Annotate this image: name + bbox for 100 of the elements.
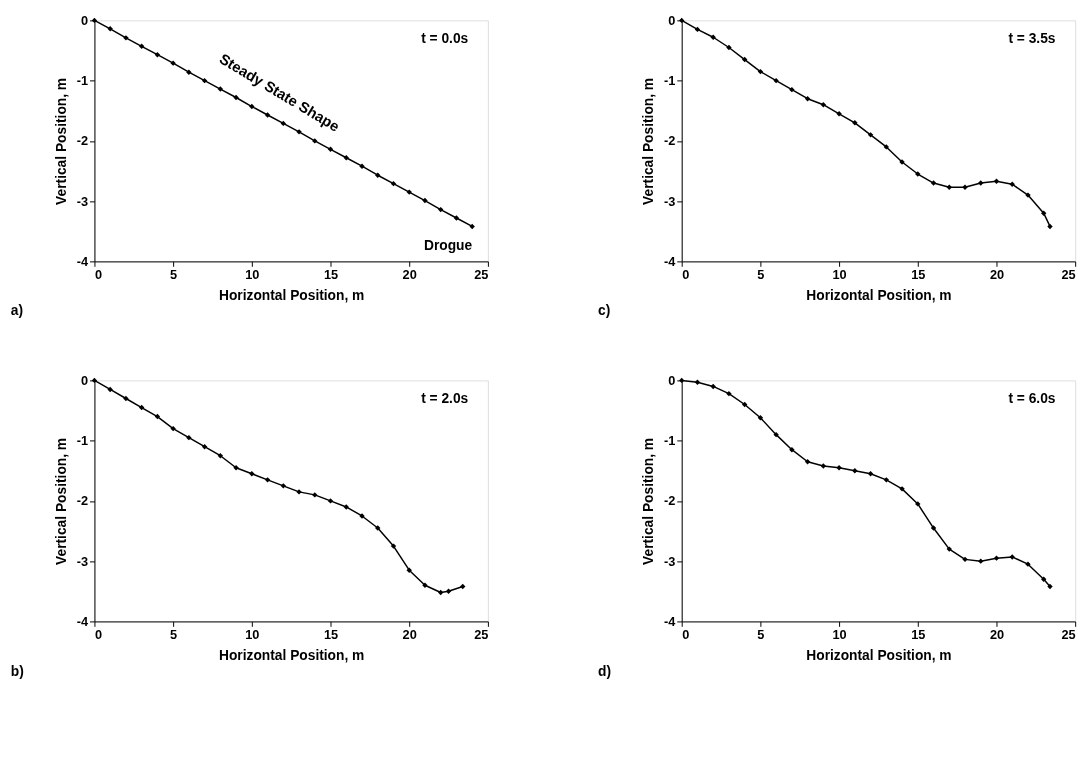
point: [327, 498, 334, 504]
point: [249, 471, 255, 477]
x-tick-label: 25: [1061, 626, 1076, 642]
point: [789, 447, 795, 453]
x-axis-title: Horizontal Position, m: [806, 288, 952, 304]
y-tick-label: 0: [80, 12, 89, 28]
point: [946, 546, 952, 552]
point: [883, 144, 889, 150]
point: [233, 94, 239, 101]
x-tick-label: 5: [170, 626, 178, 642]
y-tick-label: -3: [663, 553, 676, 569]
point: [453, 215, 460, 221]
point: [469, 223, 475, 230]
point: [422, 582, 428, 588]
y-tick-label: 0: [668, 372, 676, 388]
x-tick-label: 25: [1061, 266, 1076, 282]
point: [773, 77, 779, 84]
x-tick-label: 5: [170, 266, 178, 282]
y-tick-label: -1: [663, 433, 676, 449]
x-tick-label: 20: [402, 266, 417, 282]
x-axis-title: Horizontal Position, m: [806, 648, 952, 664]
y-tick-label: -1: [76, 73, 89, 89]
point: [1041, 210, 1047, 216]
text: c): [598, 303, 611, 319]
point: [930, 180, 937, 186]
y-tick-label: -2: [76, 133, 89, 149]
point: [1047, 223, 1053, 230]
text: d): [598, 663, 612, 679]
x-tick-label: 0: [94, 266, 103, 282]
y-axis-title: Vertical Position, m: [53, 437, 69, 565]
x-tick-label: 0: [682, 266, 690, 282]
x-tick-label: 15: [323, 626, 339, 642]
y-tick-label: -1: [76, 433, 89, 449]
annotation: t = 6.0s: [1008, 391, 1056, 407]
point: [804, 459, 811, 465]
y-tick-label: -4: [663, 613, 677, 629]
point: [978, 180, 984, 186]
x-tick-label: 5: [757, 626, 765, 642]
point: [710, 383, 716, 390]
y-axis-title: Vertical Position, m: [641, 437, 657, 565]
point: [217, 453, 224, 459]
point: [217, 86, 224, 92]
point: [867, 471, 874, 477]
point: [836, 465, 842, 471]
point: [726, 390, 732, 397]
point: [757, 415, 764, 421]
point: [390, 543, 397, 549]
point: [820, 463, 827, 469]
annotation: t = 3.5s: [1008, 31, 1056, 47]
point: [154, 52, 161, 58]
text: a): [10, 303, 24, 319]
point: [233, 465, 239, 471]
y-tick-label: -4: [76, 253, 89, 269]
y-tick-label: -3: [76, 553, 89, 569]
point: [138, 43, 145, 49]
point: [836, 111, 842, 117]
x-tick-label: 20: [989, 626, 1005, 642]
point: [820, 102, 827, 108]
point: [186, 434, 192, 441]
point: [312, 138, 318, 144]
y-tick-label: -3: [663, 193, 676, 209]
x-axis-title: Horizontal Position, m: [219, 648, 365, 664]
x-tick-label: 5: [757, 266, 765, 282]
point: [789, 86, 795, 93]
point: [1041, 576, 1047, 582]
point: [773, 431, 779, 438]
point: [280, 483, 286, 489]
annotation: t = 0.0s: [421, 31, 469, 47]
x-axis-title: Horizontal Position, m: [219, 288, 365, 304]
y-tick-label: -2: [76, 493, 89, 509]
point: [343, 504, 349, 510]
y-axis-title: Vertical Position, m: [641, 77, 657, 205]
x-tick-label: 25: [474, 266, 489, 282]
x-tick-label: 10: [832, 626, 847, 642]
point: [883, 477, 889, 483]
point: [343, 155, 349, 161]
point: [867, 132, 874, 138]
annotation: Drogue: [423, 238, 473, 254]
x-tick-label: 10: [245, 626, 260, 642]
y-tick-label: 0: [80, 372, 89, 388]
y-tick-label: -1: [663, 73, 676, 89]
point: [170, 425, 176, 432]
point: [852, 468, 858, 474]
x-tick-label: 25: [474, 626, 489, 642]
x-tick-label: 15: [323, 266, 339, 282]
text: b): [10, 663, 24, 679]
y-tick-label: 0: [668, 12, 676, 28]
x-tick-label: 0: [94, 626, 103, 642]
y-tick-label: -2: [663, 133, 676, 149]
x-tick-label: 10: [832, 266, 847, 282]
x-tick-label: 10: [245, 266, 260, 282]
annotation: t = 2.0s: [421, 391, 469, 407]
y-tick-label: -4: [663, 253, 677, 269]
point: [962, 556, 968, 563]
point: [930, 525, 937, 531]
x-tick-label: 20: [402, 626, 417, 642]
point: [726, 44, 732, 51]
x-tick-label: 15: [911, 626, 926, 642]
point: [264, 477, 271, 483]
point: [264, 112, 271, 118]
